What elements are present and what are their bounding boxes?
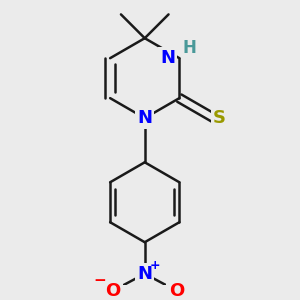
Text: N: N: [137, 109, 152, 127]
Text: +: +: [150, 259, 160, 272]
Text: N: N: [160, 49, 175, 67]
Text: N: N: [137, 265, 152, 283]
Text: −: −: [93, 273, 106, 288]
Text: O: O: [106, 282, 121, 300]
Text: S: S: [213, 109, 226, 127]
Text: O: O: [169, 282, 184, 300]
Text: H: H: [182, 39, 197, 57]
